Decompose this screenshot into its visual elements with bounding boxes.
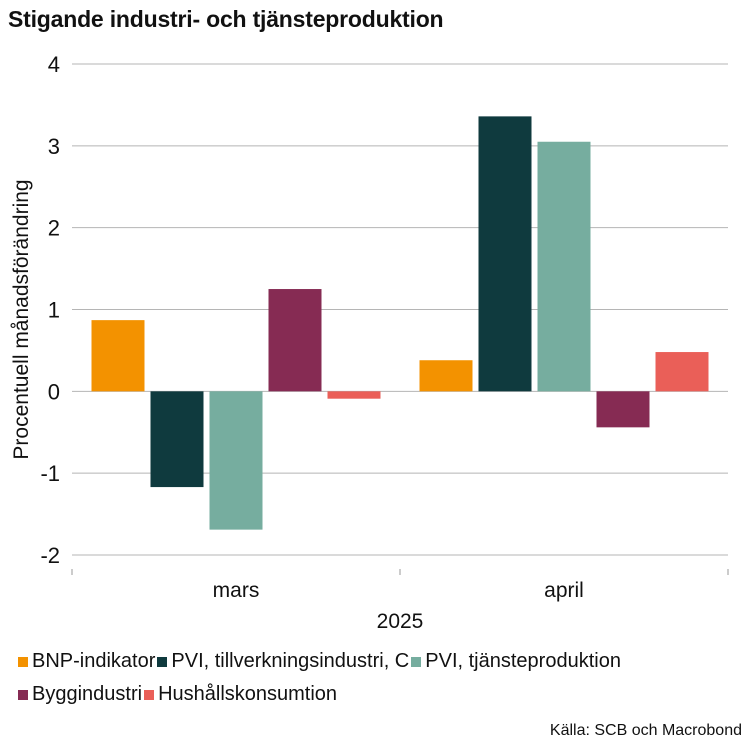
legend-label-bygg: Byggindustri: [32, 683, 143, 705]
legend-label-hushall: Hushållskonsumtion: [158, 683, 338, 705]
legend-swatch-pvi-tjanst: [411, 656, 422, 667]
x-tick-label-april: april: [544, 579, 584, 602]
legend-item-bnp: BNP-indikator: [18, 650, 155, 673]
bar-april-0: [419, 360, 473, 392]
bar-mars-1: [150, 391, 204, 488]
bar-mars-2: [209, 391, 263, 530]
source-note: Källa: SCB och Macrobond: [549, 722, 742, 739]
y-tick-label-4: 4: [48, 52, 60, 77]
y-tick-label-2: 2: [48, 216, 60, 241]
bar-april-4: [655, 352, 709, 392]
bar-april-3: [596, 391, 650, 428]
legend-item-bygg: Byggindustri: [18, 683, 142, 706]
y-axis-label: Procentuell månadsförändring: [10, 179, 33, 459]
legend-item-pvi-tjanst: PVI, tjänsteproduktion: [411, 650, 621, 673]
legend-label-bnp: BNP-indikator: [32, 650, 156, 672]
bar-april-1: [478, 116, 532, 392]
legend-label-pvi-tjanst: PVI, tjänsteproduktion: [425, 650, 621, 672]
bar-chart: 4 3 2 1 0 -1 -2 Procentuell månadsförändring mar…: [10, 52, 729, 633]
y-tick-label--2: -2: [40, 543, 60, 568]
legend-row-2: Byggindustri Hushållskonsumtion: [18, 683, 339, 706]
x-axis-label: 2025: [377, 610, 424, 633]
legend-item-pvi-c: PVI, tillverkningsindustri, C: [157, 650, 409, 673]
legend-swatch-bnp: [18, 656, 28, 667]
legend-swatch-bygg: [18, 689, 28, 700]
y-tick-label-1: 1: [48, 298, 60, 323]
y-tick-label-3: 3: [48, 134, 60, 159]
y-tick-label--1: -1: [40, 461, 60, 486]
bar-mars-3: [268, 289, 322, 392]
legend-swatch-pvi-c: [157, 656, 168, 667]
bar-mars-0: [91, 320, 145, 392]
legend-item-hushall: Hushållskonsumtion: [144, 683, 337, 706]
legend-row-1: BNP-indikator PVI, tillverkningsindustri…: [18, 650, 623, 673]
bar-mars-4: [327, 391, 381, 399]
bar-april-2: [537, 141, 591, 392]
x-tick-label-mars: mars: [213, 579, 260, 602]
legend-label-pvi-c: PVI, tillverkningsindustri, C: [171, 650, 410, 672]
legend-swatch-hushall: [144, 689, 155, 700]
y-tick-label-0: 0: [48, 379, 60, 404]
chart-title: Stigande industri- och tjänsteproduktion: [8, 6, 444, 32]
